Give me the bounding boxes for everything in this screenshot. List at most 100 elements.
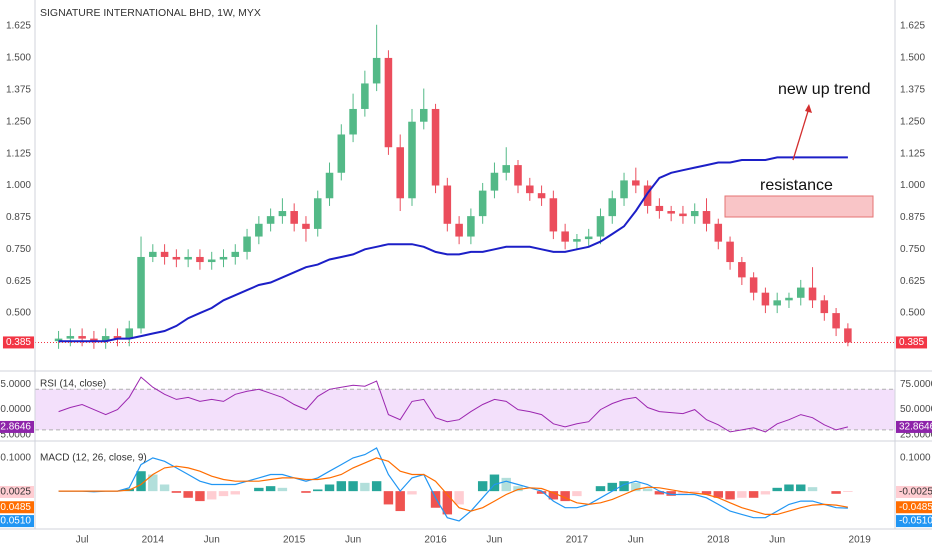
candle-body: [431, 108, 440, 186]
y-tick-label: 1.375: [6, 84, 31, 95]
candle-body: [78, 336, 86, 339]
last-value-label: -0.0510: [899, 516, 932, 527]
last-value-box: [896, 501, 932, 514]
histogram-bar: [195, 491, 205, 502]
trend-arrow-head: [805, 104, 812, 113]
y-tick-label: 0.1000: [0, 453, 31, 464]
candle-body: [66, 336, 75, 339]
x-tick-label: 2014: [142, 535, 165, 546]
x-tick-label: Jun: [204, 535, 220, 546]
y-tick-label: 25.0000: [0, 430, 31, 441]
histogram-bar: [265, 486, 276, 492]
candle-body: [219, 256, 228, 260]
candle-body: [125, 328, 134, 339]
y-tick-label: 0.750: [6, 244, 31, 255]
candle-body: [266, 216, 275, 224]
rsi-title: RSI (14, close): [40, 379, 106, 390]
candle-body: [738, 262, 746, 278]
x-tick-label: Jun: [345, 535, 361, 546]
histogram-bar: [760, 491, 771, 495]
histogram-bar: [748, 491, 759, 498]
histogram-bar: [430, 491, 441, 508]
candle-body: [655, 205, 664, 212]
candle-body: [526, 185, 534, 194]
last-value-label: -0.0485: [899, 502, 932, 513]
candle-body: [844, 328, 852, 343]
histogram-bar: [301, 491, 311, 493]
y-tick-label: 1.625: [6, 21, 31, 32]
y-tick-label: 75.0000: [0, 379, 31, 390]
y-tick-label: 0.875: [6, 212, 31, 223]
y-tick-label: 0.500: [6, 308, 31, 319]
candle-body: [820, 300, 829, 314]
candle-body: [396, 147, 404, 199]
histogram-bar: [796, 484, 806, 492]
candle-body: [313, 198, 322, 229]
last-value-box: [0, 515, 34, 528]
last-value-box: [0, 420, 34, 433]
histogram-bar: [713, 491, 723, 498]
candle-body: [608, 198, 617, 217]
candle-body: [702, 211, 711, 224]
histogram-bar: [159, 484, 170, 492]
y-tick-label: 1.125: [6, 148, 31, 159]
y-tick-label: 50.0000: [900, 404, 932, 415]
candle-body: [361, 83, 369, 109]
last-value-label: -0.0025: [0, 487, 31, 498]
candle-body: [549, 198, 558, 232]
last-value-box: [896, 515, 932, 528]
signal-line: [58, 457, 849, 515]
last-value-label: -0.0510: [0, 516, 31, 527]
candle-body: [443, 185, 452, 224]
y-tick-label: 1.250: [6, 116, 31, 127]
histogram-bar: [230, 491, 240, 495]
histogram-bar: [348, 481, 358, 492]
candle-body: [137, 256, 145, 329]
y-tick-label: 1.250: [900, 116, 925, 127]
candle-body: [537, 193, 546, 199]
candle-body: [490, 172, 499, 191]
candle-body: [113, 336, 122, 339]
histogram-bar: [395, 491, 405, 512]
trend-arrow: [792, 107, 810, 161]
candle-body: [384, 57, 393, 148]
histogram-bar: [218, 491, 229, 497]
resistance-zone: [724, 195, 874, 218]
candle-body: [832, 313, 840, 329]
x-tick-label: Jun: [769, 535, 785, 546]
histogram-bar: [148, 474, 158, 492]
y-tick-label: 1.000: [6, 180, 31, 191]
axis-labels: 0.500 0.500 0.625 0.625 0.750 0.750 0.875 0.875…: [0, 21, 932, 546]
last-value-label: 0.385: [899, 337, 924, 348]
histogram-bar: [784, 484, 794, 492]
histogram-bar: [654, 491, 665, 495]
histogram-bar: [772, 487, 782, 492]
histogram-bar: [536, 491, 547, 494]
histogram-bar: [324, 484, 335, 492]
y-tick-label: 0.875: [900, 212, 925, 223]
candle-body: [290, 211, 298, 224]
y-tick-label: 0.500: [900, 308, 925, 319]
last-value-box: [896, 485, 932, 498]
candle-body: [196, 256, 204, 263]
last-value-label: -0.0025: [899, 487, 932, 498]
histogram-bar: [807, 487, 818, 492]
histogram-bar: [454, 491, 464, 505]
rsi-band: [35, 389, 895, 430]
candle-body: [337, 134, 346, 173]
candle-body: [160, 251, 169, 257]
last-value-box: [0, 485, 34, 498]
last-value-box: [896, 420, 932, 433]
histogram-bar: [407, 491, 417, 495]
y-tick-label: 1.125: [900, 148, 925, 159]
histogram-bar: [277, 487, 288, 492]
last-value-box: [0, 501, 34, 514]
candle-body: [408, 121, 416, 199]
candle-body: [372, 57, 381, 84]
candle-body: [243, 236, 251, 252]
histogram-bar: [171, 491, 182, 493]
histogram-bar: [313, 489, 323, 492]
histogram-bar: [360, 482, 370, 492]
candle-body: [278, 211, 287, 217]
